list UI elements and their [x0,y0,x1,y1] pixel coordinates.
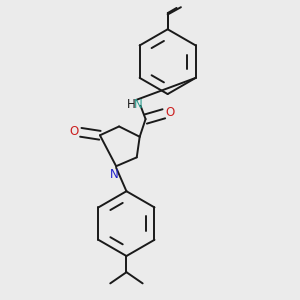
Text: O: O [70,125,79,138]
Text: H: H [127,98,135,111]
Text: N: N [134,98,143,111]
Text: N: N [110,168,119,181]
Text: O: O [166,106,175,119]
